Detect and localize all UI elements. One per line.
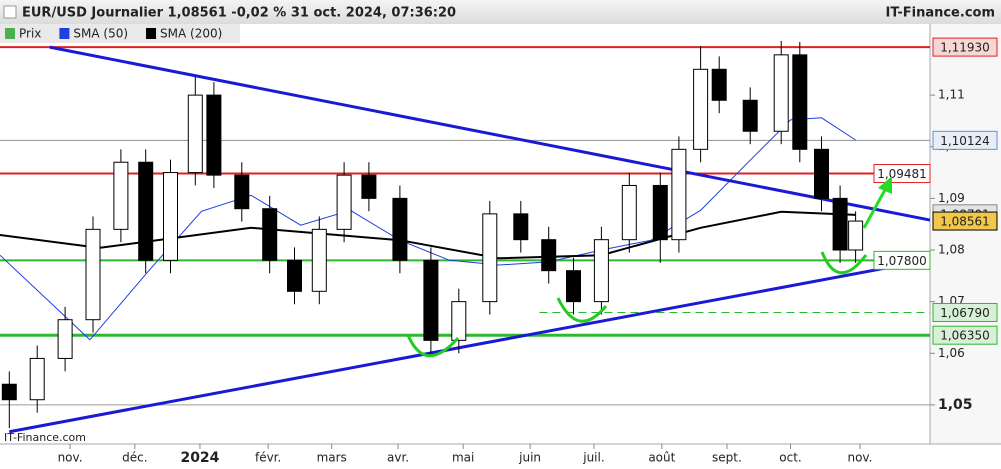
x-tick-label: mai — [452, 451, 474, 465]
candle-body — [451, 301, 467, 341]
x-tick-label: août — [648, 451, 675, 465]
candle-body — [1, 383, 17, 401]
level-box — [932, 211, 998, 231]
candle-body — [336, 174, 352, 230]
arrow-head — [878, 176, 892, 194]
arrow-shaft — [862, 187, 888, 229]
x-tick-label: nov. — [58, 451, 83, 465]
trend-line — [9, 258, 931, 434]
candle-body — [29, 357, 45, 401]
level-box — [873, 164, 931, 184]
x-tick-label: nov. — [847, 451, 872, 465]
candle-body — [792, 54, 808, 150]
level-box — [932, 302, 998, 322]
header-bar — [0, 0, 1001, 24]
level-label: 1,10124 — [940, 134, 990, 148]
level-box — [932, 325, 998, 345]
candle-body — [814, 148, 829, 199]
level-box — [932, 130, 998, 150]
candle-body — [234, 174, 250, 210]
trend-line — [49, 45, 931, 222]
legend-label: SMA (200) — [160, 27, 222, 41]
x-tick-label: avr. — [387, 451, 409, 465]
level-label: 1,07800 — [877, 254, 927, 268]
level-label: 1,11930 — [940, 41, 990, 55]
app-icon — [3, 5, 17, 19]
x-tick-label: déc. — [122, 451, 147, 465]
candle-body — [621, 184, 637, 241]
level-label: 1,06350 — [940, 329, 990, 343]
level-label: 1,06790 — [940, 306, 990, 320]
candle-body — [163, 172, 178, 261]
candle-body — [711, 68, 727, 101]
candle-body — [57, 319, 73, 359]
candle-body — [593, 239, 609, 303]
y-tick-label: 1,08 — [938, 243, 965, 257]
candle-body — [513, 213, 529, 241]
overlay — [406, 176, 892, 358]
watermark: IT-Finance.com — [4, 431, 86, 444]
candle-body — [138, 161, 154, 261]
x-tick-label: juin — [518, 451, 541, 465]
candle-body — [311, 228, 327, 292]
candle-body — [652, 184, 668, 241]
candle-body — [541, 239, 557, 272]
x-tick-label: 2024 — [180, 450, 219, 466]
legend-label: Prix — [19, 27, 41, 41]
level-box — [873, 250, 931, 270]
level-label: 1,08561 — [940, 215, 990, 229]
level-box — [932, 37, 998, 57]
candle-body — [423, 259, 439, 341]
plot-area: 1,051,061,071,081,091,11,11nov.déc.2024f… — [0, 37, 998, 466]
candle-body — [693, 68, 709, 150]
sma-line — [0, 117, 856, 341]
y-axis-panel — [930, 24, 1001, 444]
candle-body — [392, 197, 408, 261]
x-tick-label: juil. — [582, 451, 604, 465]
support-arc — [406, 334, 460, 358]
y-tick-label: 1,09 — [938, 191, 965, 205]
candle-body — [287, 259, 302, 292]
support-arc — [820, 251, 868, 275]
candle-body — [85, 228, 101, 321]
candle-body — [113, 161, 129, 230]
candle-body — [206, 94, 222, 176]
legend-swatch — [5, 28, 15, 39]
x-tick-label: mars — [317, 451, 347, 465]
level-label: 1,09481 — [877, 167, 927, 181]
candle-body — [187, 94, 203, 174]
legend-label: SMA (50) — [73, 27, 128, 41]
y-tick-label: 1,11 — [938, 88, 965, 102]
candle-body — [671, 148, 687, 241]
candle-body — [742, 99, 758, 132]
candle-body — [482, 213, 498, 303]
candle-body — [773, 54, 789, 132]
candle-body — [262, 208, 278, 261]
source: IT-Finance.com — [886, 6, 995, 21]
legend-swatch — [59, 28, 70, 39]
legend: Prix SMA (50) SMA (200) — [5, 27, 222, 41]
chart-title: EUR/USD Journalier 1,08561 -0,02 % 31 oc… — [22, 6, 456, 21]
candle-body — [832, 197, 848, 251]
legend-swatch — [146, 28, 157, 39]
x-tick-label: sept. — [712, 451, 742, 465]
x-tick-label: févr. — [255, 451, 281, 465]
x-tick-label: oct. — [779, 451, 801, 465]
candle-body — [566, 270, 581, 303]
candle-body — [848, 220, 864, 251]
support-arc — [556, 297, 608, 323]
y-tick-label: 1,06 — [938, 346, 965, 360]
y-tick-label: 1,05 — [938, 397, 973, 413]
candle-body — [361, 174, 377, 199]
